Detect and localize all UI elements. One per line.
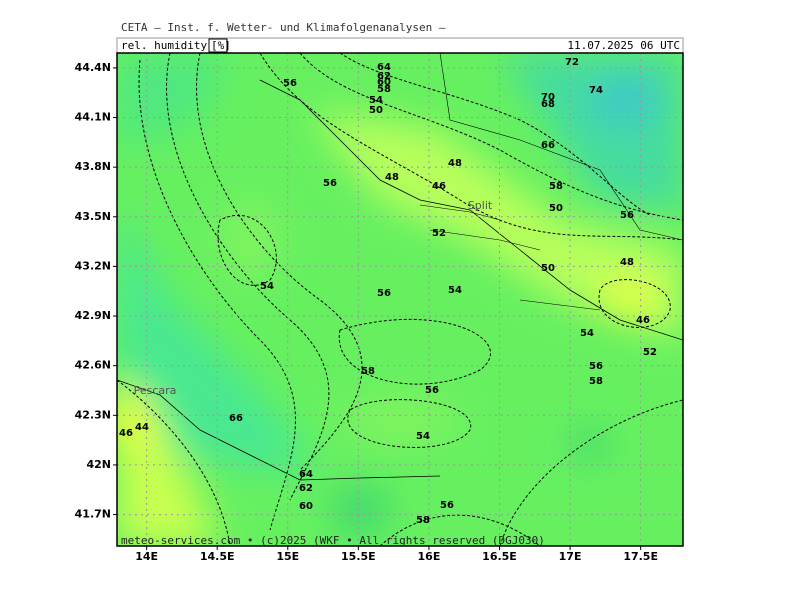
y-tick-label: 43.5N: [75, 210, 111, 223]
place-label: Pescara: [134, 384, 177, 397]
contours: [117, 53, 683, 546]
x-tick-label: 17.5E: [623, 550, 658, 563]
field: 5664626058545072747068664846485652585056…: [117, 53, 683, 546]
contour-label: 54: [416, 431, 430, 442]
y-tick-label: 42.3N: [75, 408, 111, 421]
x-tick-label: 15.5E: [341, 550, 376, 563]
x-tick-label: 14.5E: [200, 550, 235, 563]
contour-label: 74: [589, 85, 603, 96]
place-label: Split: [468, 199, 493, 212]
footer: meteo-services.com • (c)2025 (WKF • All …: [121, 534, 545, 547]
contour-label: 64: [377, 62, 391, 73]
contour-label: 54: [580, 328, 594, 339]
contour-label: 58: [549, 181, 563, 192]
datetime: 11.07.2025 06 UTC: [567, 39, 680, 52]
contour-label: 56: [620, 210, 634, 221]
contour-label: 46: [432, 181, 446, 192]
y-tick-label: 44.1N: [75, 111, 111, 124]
y-tick-label: 42N: [86, 458, 111, 471]
header-title: CETA — Inst. f. Wetter- und Klimafolgena…: [121, 21, 446, 34]
x-tick-label: 15E: [276, 550, 299, 563]
contour-label: 58: [589, 376, 603, 387]
contour-label: 56: [283, 78, 297, 89]
y-tick-label: 43.8N: [75, 160, 111, 173]
contour-label: 52: [643, 347, 657, 358]
contour-label: 64: [299, 469, 313, 480]
contour-label: 62: [299, 483, 313, 494]
contour-label: 50: [369, 105, 383, 116]
contour-label: 56: [377, 288, 391, 299]
contour-label: 54: [448, 285, 462, 296]
contour-label: 46: [119, 428, 133, 439]
y-tick-label: 43.2N: [75, 259, 111, 272]
contour-label: 54: [369, 95, 383, 106]
contour-label: 50: [541, 263, 555, 274]
contour-label: 50: [549, 203, 563, 214]
y-tick-label: 44.4N: [75, 61, 111, 74]
contour-label: 60: [377, 77, 391, 88]
contour-label: 46: [636, 315, 650, 326]
contour-label: 72: [565, 57, 579, 68]
contour-label: 48: [385, 172, 399, 183]
contour-label: 58: [416, 515, 430, 526]
y-tick-label: 42.6N: [75, 359, 111, 372]
coastline: [117, 379, 441, 481]
contour-label: 54: [260, 281, 274, 292]
x-tick-label: 17E: [559, 550, 582, 563]
contour-label: 58: [361, 366, 375, 377]
x-tick-label: 16.5E: [482, 550, 517, 563]
contour-label: 66: [541, 140, 555, 151]
contour-label: 68: [541, 99, 555, 110]
unit-box: [208, 38, 228, 53]
contour-label: 56: [440, 500, 454, 511]
map-frame: [116, 52, 684, 547]
contour-label: 70: [541, 92, 555, 103]
border: [439, 53, 683, 241]
x-tick-label: 14E: [135, 550, 158, 563]
contour-label: 60: [299, 501, 313, 512]
contour-label: 62: [377, 71, 391, 82]
contour-label: 56: [425, 385, 439, 396]
coastline: [259, 79, 683, 341]
contour-label: 66: [229, 413, 243, 424]
contour-label: 48: [620, 257, 634, 268]
contour-label: 58: [377, 84, 391, 95]
contour-label: 44: [135, 422, 149, 433]
unit: [%]: [211, 39, 231, 52]
contour-label: 48: [448, 158, 462, 169]
contour-label: 56: [589, 361, 603, 372]
contour-label: 52: [432, 228, 446, 239]
y-tick-label: 41.7N: [75, 508, 111, 521]
contour-label: 56: [323, 178, 337, 189]
x-tick-label: 16E: [418, 550, 441, 563]
y-tick-label: 42.9N: [75, 309, 111, 322]
parameter: rel. humidity: [121, 39, 207, 52]
